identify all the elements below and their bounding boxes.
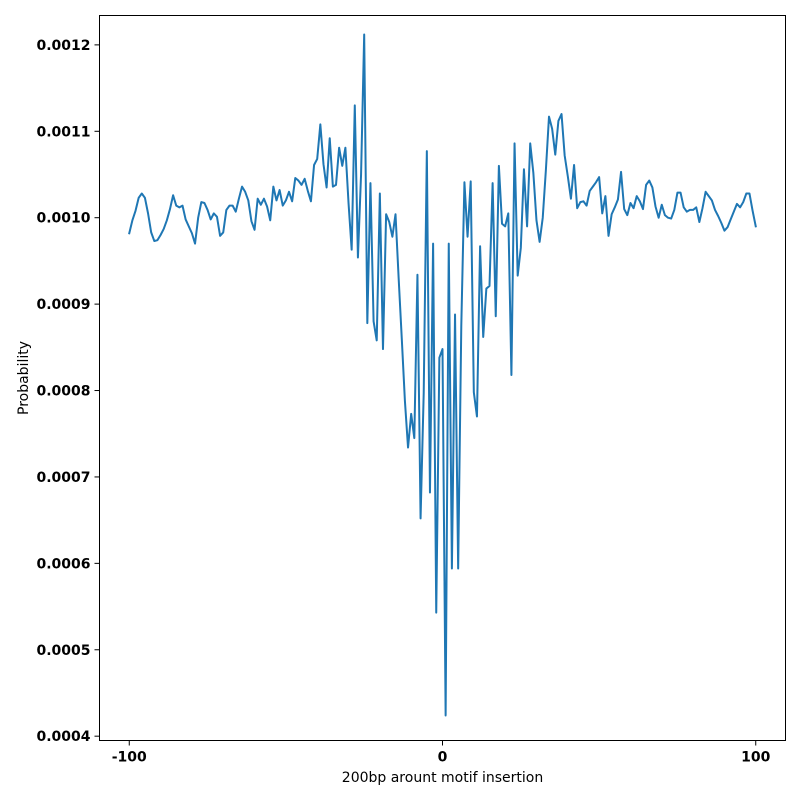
y-tick-label: 0.0010 [36, 211, 90, 227]
y-tick-label: 0.0006 [36, 556, 90, 572]
x-axis-title: 200bp arount motif insertion [342, 770, 543, 786]
x-axis-ticks: -100 0 100 [112, 740, 771, 766]
y-tick-label: 0.0008 [36, 384, 90, 400]
y-tick-label: 0.0004 [36, 729, 90, 745]
probability-series-line [128, 33, 757, 717]
plot-frame [99, 15, 786, 741]
y-axis-ticks: 0.0004 0.0005 0.0006 0.0007 0.0008 0.0009 0.00… [36, 38, 100, 745]
x-tick-label: 0 [438, 750, 448, 766]
y-axis-title: Probability [16, 341, 32, 415]
x-tick-label: -100 [112, 750, 147, 766]
y-tick-label: 0.0009 [36, 297, 90, 313]
y-tick-label: 0.0007 [36, 470, 90, 486]
y-tick-label: 0.0012 [36, 38, 90, 54]
y-tick-label: 0.0005 [36, 643, 90, 659]
y-tick-label: 0.0011 [36, 124, 90, 140]
x-tick-label: 100 [741, 750, 770, 766]
